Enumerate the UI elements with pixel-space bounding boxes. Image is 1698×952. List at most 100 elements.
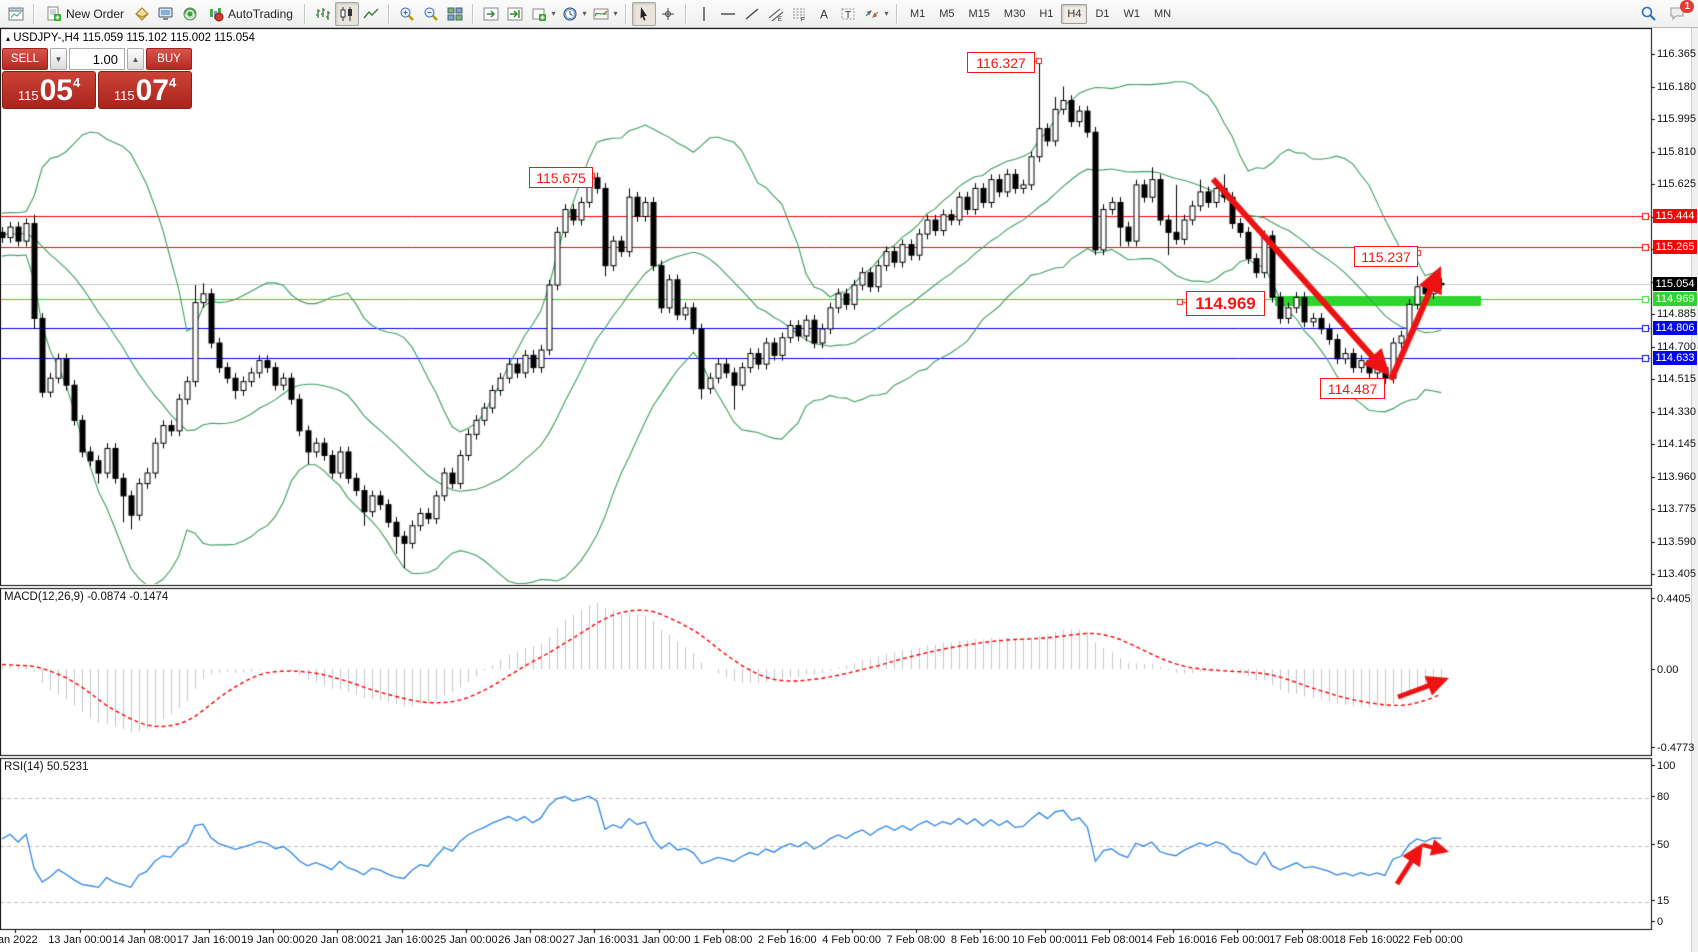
timeframe-button-mn[interactable]: MN	[1154, 7, 1172, 20]
styler-icon[interactable]	[130, 2, 154, 26]
bar-chart-icon[interactable]	[311, 2, 335, 26]
chart-window-icon[interactable]	[4, 2, 28, 26]
annotation-115.675[interactable]: 115.675	[529, 167, 593, 188]
macd-indicator-label: MACD(12,26,9) -0.0874 -0.1474	[4, 591, 169, 603]
price-axis-tick: 114.515	[1657, 373, 1696, 386]
time-axis-label: 2 Feb 16:00	[757, 934, 817, 946]
annotation-114.487[interactable]: 114.487	[1320, 378, 1385, 399]
volume-input[interactable]: 1.00	[69, 48, 125, 70]
sell-price-big: 05	[39, 74, 73, 107]
timeframe-button-m30[interactable]: M30	[1003, 7, 1026, 20]
macd-axis-tick: -0.4773	[1657, 742, 1695, 754]
sell-button[interactable]: SELL	[2, 48, 48, 70]
price-axis-tick: 114.330	[1657, 405, 1696, 418]
buy-button[interactable]: BUY	[146, 48, 192, 70]
chart-shift-icon[interactable]	[479, 2, 503, 26]
toolbar-separator	[303, 3, 306, 24]
time-axis-label: 20 Jan 08:00	[305, 934, 369, 946]
price-axis-tick: 113.775	[1657, 503, 1696, 516]
time-axis-label: 17 Feb 08:00	[1269, 934, 1335, 946]
notifications-icon[interactable]: 1	[1668, 0, 1694, 24]
channel-icon[interactable]: E	[764, 2, 788, 26]
time-axis-label: 17 Jan 16:00	[176, 934, 241, 946]
tile-windows-icon[interactable]	[443, 2, 467, 26]
rsi-axis-tick: 0	[1657, 916, 1664, 928]
time-axis-label: 26 Jan 08:00	[498, 934, 562, 946]
new-chart-icon[interactable]	[527, 2, 551, 26]
price-level-badge: 115.444	[1653, 208, 1697, 223]
period-clock-icon[interactable]	[558, 2, 582, 26]
price-axis-tick: 115.625	[1657, 178, 1696, 191]
timeframe-button-h1[interactable]: H1	[1039, 7, 1054, 20]
market-watch-icon[interactable]	[154, 2, 178, 26]
zoom-out-icon[interactable]	[419, 2, 443, 26]
buy-price-button[interactable]: 115 07 4	[98, 71, 192, 109]
price-level-badge: 114.969	[1653, 292, 1697, 307]
main-chart-canvas[interactable]	[0, 28, 1698, 952]
timeframe-button-d1[interactable]: D1	[1095, 7, 1110, 20]
time-axis-label: 18 Feb 16:00	[1333, 934, 1399, 946]
volume-decrease-spinner[interactable]: ▼	[50, 48, 67, 70]
time-axis-label: 4 Feb 00:00	[822, 934, 881, 946]
sell-price-button[interactable]: 115 05 4	[2, 71, 96, 109]
new-chart-dropdown-icon[interactable]: ▾	[551, 9, 556, 18]
autotrading-label: AutoTrading	[228, 6, 293, 21]
template-icon[interactable]	[589, 2, 613, 26]
time-axis-label: 14 Jan 08:00	[112, 934, 177, 946]
auto-scroll-icon[interactable]	[503, 2, 527, 26]
new-order-icon	[47, 6, 61, 21]
price-axis-tick: 116.365	[1657, 48, 1696, 60]
autotrading-icon	[210, 7, 224, 21]
chart-area: ▴ USDJPY-,H4 115.059 115.102 115.002 115…	[0, 28, 1698, 952]
line-chart-icon[interactable]	[359, 2, 383, 26]
autotrading-button[interactable]: AutoTrading	[202, 2, 299, 26]
candlestick-chart-icon[interactable]	[334, 1, 359, 26]
volume-increase-spinner[interactable]: ▲	[127, 48, 144, 70]
price-axis-tick: 115.810	[1657, 145, 1696, 158]
time-axis-label: 19 Jan 00:00	[241, 934, 305, 946]
fibonacci-icon[interactable]: F	[788, 2, 812, 26]
shapes-icon[interactable]	[860, 2, 884, 26]
timeframe-button-m5[interactable]: M5	[939, 7, 955, 20]
time-axis-label: 14 Feb 16:00	[1140, 934, 1206, 946]
search-icon[interactable]	[1636, 2, 1660, 26]
price-axis-tick: 114.700	[1657, 340, 1696, 353]
text-label-icon[interactable]: T	[836, 2, 860, 26]
time-axis-label: 13 Jan 00:00	[48, 934, 112, 946]
text-icon[interactable]: A	[812, 2, 836, 26]
chart-symbol-label: ▴ USDJPY-,H4 115.059 115.102 115.002 115…	[6, 32, 255, 44]
cursor-icon[interactable]	[631, 1, 656, 26]
timeframe-button-m1[interactable]: M1	[909, 7, 926, 20]
period-dropdown-icon[interactable]: ▾	[582, 9, 587, 18]
vertical-line-icon[interactable]	[692, 2, 716, 26]
buy-price-sup: 4	[168, 75, 177, 90]
shapes-dropdown-icon[interactable]: ▾	[884, 9, 889, 18]
sell-price-sup: 4	[72, 75, 81, 90]
signals-icon[interactable]	[178, 2, 202, 26]
time-axis-label: 1 Feb 08:00	[693, 934, 753, 946]
annotation-116.327[interactable]: 116.327	[967, 52, 1035, 73]
trendline-icon[interactable]	[740, 2, 764, 26]
timeframe-button-h4[interactable]: H4	[1061, 3, 1088, 24]
timeframe-button-m15[interactable]: M15	[968, 7, 990, 20]
horizontal-line-icon[interactable]	[716, 2, 740, 26]
toolbar-separator	[387, 3, 390, 24]
template-dropdown-icon[interactable]: ▾	[613, 9, 618, 18]
annotation-114.969[interactable]: 114.969	[1186, 291, 1265, 316]
timeframe-button-w1[interactable]: W1	[1123, 7, 1141, 20]
time-axis-label: 8 Feb 16:00	[950, 934, 1010, 946]
svg-text:A: A	[820, 7, 828, 21]
time-axis-label: 7 Feb 08:00	[886, 934, 946, 946]
zoom-in-icon[interactable]	[395, 2, 419, 26]
macd-axis-tick: 0.4405	[1657, 593, 1691, 605]
annotation-115.237[interactable]: 115.237	[1354, 246, 1418, 267]
price-axis-tick: 114.885	[1657, 308, 1696, 321]
new-order-button[interactable]: New Order	[40, 2, 130, 26]
buy-price-big: 07	[135, 74, 169, 107]
price-axis-tick: 114.145	[1657, 438, 1696, 451]
macd-axis-tick: 0.00	[1657, 664, 1679, 676]
toolbar-separator	[684, 3, 687, 24]
time-axis-label: 11 Feb 08:00	[1076, 934, 1141, 946]
crosshair-icon[interactable]	[656, 2, 680, 26]
